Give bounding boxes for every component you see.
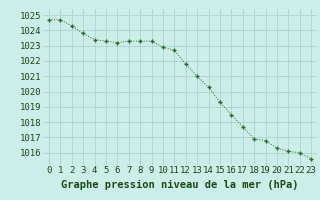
X-axis label: Graphe pression niveau de la mer (hPa): Graphe pression niveau de la mer (hPa) — [61, 180, 299, 190]
